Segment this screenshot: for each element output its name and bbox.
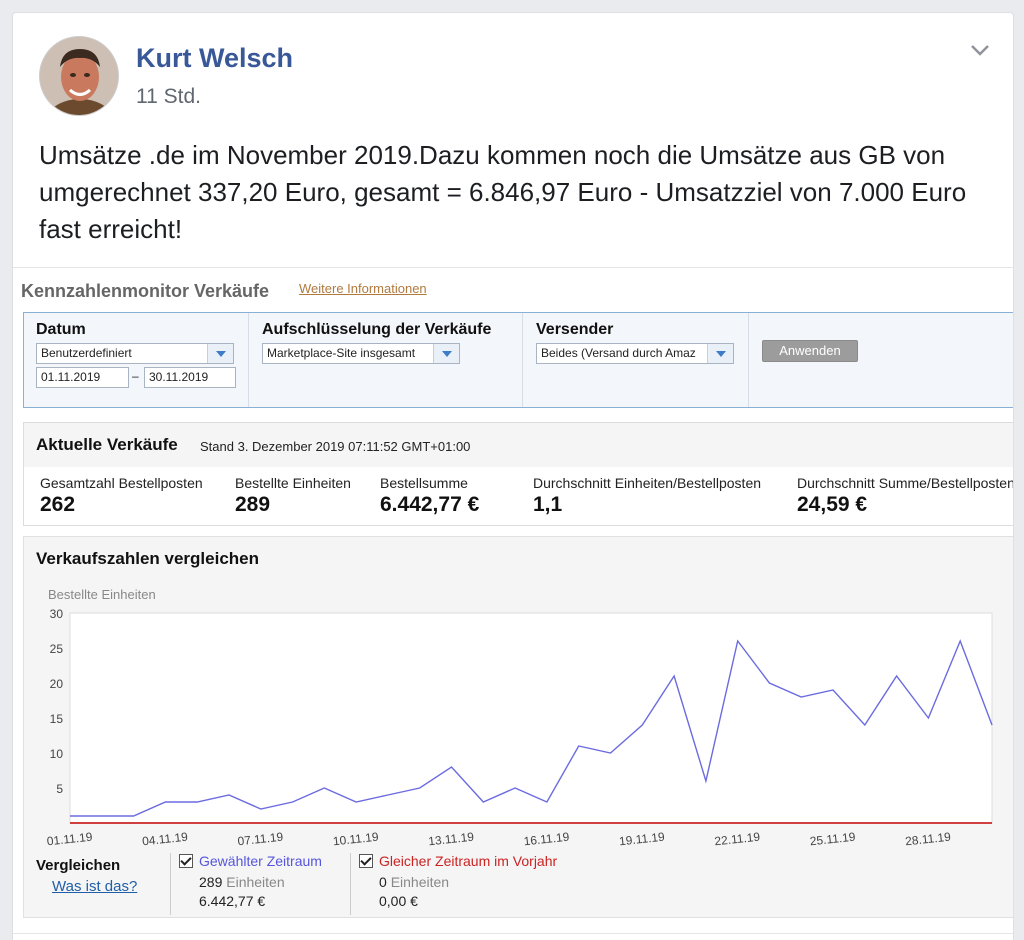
chevron-down-icon[interactable] — [707, 344, 733, 363]
monitor-title: Kennzahlenmonitor Verkäufe — [21, 281, 270, 301]
aufschluesselung-select-value: Marketplace-Site insgesamt — [267, 346, 416, 360]
y-tick-label: 5 — [56, 782, 63, 796]
metric-value: 24,59 € — [797, 493, 868, 516]
legend-previous-sum: 0,00 € — [379, 893, 418, 909]
legend-current-name: Gewählter Zeitraum — [199, 853, 322, 869]
legend-previous-units-label: Einheiten — [390, 874, 450, 890]
current-sales-header: Aktuelle Verkäufe Stand 3. Dezember 2019… — [24, 423, 1013, 467]
post-image[interactable]: Kennzahlenmonitor Verkäufe Weitere Infor… — [13, 267, 1014, 940]
plot-area — [69, 612, 993, 824]
datum-label: Datum — [36, 321, 86, 338]
date-from-input[interactable]: 01.11.2019 — [36, 367, 129, 388]
legend-current: Gewählter Zeitraum 289 Einheiten 6.442,7… — [170, 853, 322, 915]
x-tick-label: 22.11.19 — [714, 830, 761, 849]
legend-current-units: 289 — [199, 874, 223, 890]
y-tick-label: 10 — [50, 747, 64, 761]
metric-label: Bestellte Einheiten — [235, 475, 351, 491]
metric-value: 289 — [235, 493, 271, 516]
datum-select[interactable]: Benutzerdefiniert — [36, 343, 234, 364]
metric-avg-units: Durchschnitt Einheiten/Bestellposten 1,1 — [533, 475, 761, 517]
post-timestamp[interactable]: 11 Std. — [136, 85, 201, 108]
current-sales-timestamp: Stand 3. Dezember 2019 07:11:52 GMT+01:0… — [200, 439, 471, 454]
x-tick-label: 13.11.19 — [428, 830, 475, 849]
chevron-down-icon[interactable] — [433, 344, 459, 363]
x-tick-label: 19.11.19 — [618, 830, 665, 849]
x-tick-label: 10.11.19 — [332, 830, 379, 849]
x-tick-label: 25.11.19 — [809, 830, 856, 849]
metric-value: 262 — [40, 493, 76, 516]
datum-select-value: Benutzerdefiniert — [41, 346, 132, 360]
more-info-link[interactable]: Weitere Informationen — [299, 281, 427, 296]
metric-avg-sum: Durchschnitt Summe/Bestellposten 24,59 € — [797, 475, 1014, 517]
what-is-this-link[interactable]: Was ist das? — [52, 878, 138, 895]
date-to-input[interactable]: 30.11.2019 — [144, 367, 236, 388]
metric-value: 6.442,77 € — [380, 493, 480, 516]
facebook-post: Kurt Welsch 11 Std. Umsätze .de im Novem… — [12, 12, 1014, 940]
compare-panel: Verkaufszahlen vergleichen Bestellte Ein… — [23, 536, 1013, 918]
versender-select[interactable]: Beides (Versand durch Amaz — [536, 343, 734, 364]
y-tick-label: 15 — [50, 712, 64, 726]
aufschluesselung-select[interactable]: Marketplace-Site insgesamt — [262, 343, 460, 364]
y-axis-label: Bestellte Einheiten — [48, 587, 156, 602]
chevron-down-icon[interactable] — [207, 344, 233, 363]
legend-previous-name: Gleicher Zeitraum im Vorjahr — [379, 853, 558, 869]
y-tick-label: 25 — [50, 642, 64, 656]
legend-previous-units: 0 — [379, 874, 387, 890]
checkbox-current-period[interactable] — [179, 854, 193, 868]
aufschluesselung-label: Aufschlüsselung der Verkäufe — [262, 321, 492, 338]
y-tick-label: 30 — [50, 607, 64, 621]
chevron-down-icon[interactable] — [969, 39, 991, 61]
legend-current-sum: 6.442,77 € — [199, 893, 266, 909]
compare-title: Verkaufszahlen vergleichen — [36, 549, 259, 568]
versender-label: Versender — [536, 321, 614, 338]
date-separator: – — [132, 369, 139, 383]
series-line-current — [70, 639, 993, 817]
apply-button[interactable]: Anwenden — [762, 340, 858, 362]
post-text: Umsätze .de im November 2019.Dazu kommen… — [39, 140, 967, 244]
sales-chart: Bestellte Einheiten 5 10 15 20 25 30 01.11.19 04… — [46, 587, 993, 849]
filter-bar: Datum Benutzerdefiniert 01.11.2019 – 30.… — [23, 312, 1013, 408]
metric-label: Durchschnitt Summe/Bestellposten — [797, 475, 1014, 491]
author-name[interactable]: Kurt Welsch — [136, 43, 294, 73]
filter-divider — [522, 313, 523, 407]
current-sales-title: Aktuelle Verkäufe — [36, 435, 178, 454]
current-sales-panel: Aktuelle Verkäufe Stand 3. Dezember 2019… — [23, 422, 1014, 526]
versender-select-value: Beides (Versand durch Amaz — [541, 346, 696, 360]
x-tick-label: 28.11.19 — [904, 830, 951, 849]
filter-divider — [748, 313, 749, 407]
x-tick-label: 16.11.19 — [523, 830, 570, 849]
y-tick-label: 20 — [50, 677, 64, 691]
checkbox-previous-year[interactable] — [359, 854, 373, 868]
legend-previous-year: Gleicher Zeitraum im Vorjahr 0 Einheiten… — [350, 853, 557, 915]
metric-order-items: Gesamtzahl Bestellposten 262 — [40, 475, 203, 517]
legend-current-units-label: Einheiten — [226, 874, 285, 890]
x-tick-label: 04.11.19 — [141, 830, 188, 849]
metric-order-sum: Bestellsumme 6.442,77 € — [380, 475, 479, 517]
metric-value: 1,1 — [533, 493, 563, 516]
avatar[interactable] — [39, 36, 119, 116]
post-divider — [13, 933, 1013, 934]
metric-label: Bestellsumme — [380, 475, 468, 491]
metric-units: Bestellte Einheiten 289 — [235, 475, 351, 517]
metric-label: Gesamtzahl Bestellposten — [40, 475, 203, 491]
x-tick-label: 07.11.19 — [237, 830, 284, 849]
x-tick-label: 01.11.19 — [46, 830, 93, 849]
filter-divider — [248, 313, 249, 407]
compare-label: Vergleichen — [36, 857, 121, 874]
metric-label: Durchschnitt Einheiten/Bestellposten — [533, 475, 762, 491]
